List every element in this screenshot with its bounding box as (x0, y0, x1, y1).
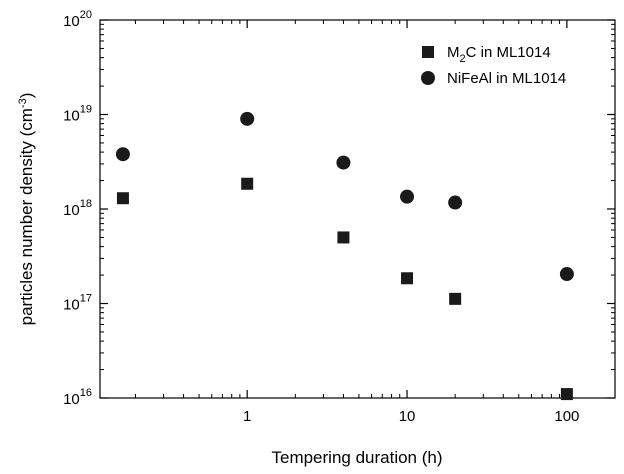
y-axis-title-sup: -3 (17, 98, 29, 108)
circle-marker (240, 111, 255, 126)
square-marker (337, 231, 350, 244)
legend-square-marker (422, 46, 434, 58)
square-marker (116, 192, 129, 205)
y-tick-label-base: 10 (63, 13, 80, 30)
y-tick-label-exponent: 18 (80, 198, 92, 210)
circle-marker (448, 195, 463, 210)
circle-marker (336, 155, 351, 170)
circle-marker (559, 267, 574, 282)
square-marker (401, 272, 414, 285)
square-marker (560, 388, 573, 401)
x-tick-label: 100 (554, 408, 579, 425)
circle-marker (400, 189, 415, 204)
legend-label-text: M (447, 44, 460, 61)
legend-label-text: NiFeAl in ML1014 (447, 70, 566, 87)
x-minor-ticks (134, 20, 616, 398)
y-tick-label: 1020 (63, 9, 92, 30)
legend-label: NiFeAl in ML1014 (447, 70, 566, 87)
x-tick-label: 1 (243, 408, 251, 425)
x-tick-label: 10 (399, 408, 416, 425)
square-marker (449, 292, 462, 305)
y-tick-label: 1016 (63, 387, 92, 408)
y-tick-label-base: 10 (63, 108, 80, 125)
legend-label-text: C in ML1014 (466, 44, 551, 61)
y-tick-label-base: 10 (63, 297, 80, 314)
series-nifeal (115, 111, 574, 282)
y-tick-label: 1018 (63, 198, 92, 219)
y-tick-label-exponent: 16 (80, 387, 92, 399)
y-axis-title-main: particles number density (cm (17, 108, 36, 325)
legend-label: M2C in ML1014 (447, 44, 551, 65)
legend-item: M2C in ML1014 (422, 44, 551, 65)
series-layer (115, 111, 574, 401)
y-axis-title-end: ) (17, 93, 36, 99)
y-tick-label-exponent: 19 (80, 104, 92, 116)
x-axis-title: Tempering duration (h) (271, 448, 442, 467)
legend: M2C in ML1014 NiFeAl in ML1014 (421, 44, 566, 87)
square-marker (241, 177, 254, 190)
y-major-ticks (100, 19, 615, 399)
y-tick-label: 1017 (63, 293, 92, 314)
y-tick-label-base: 10 (63, 202, 80, 219)
y-tick-label-base: 10 (63, 391, 80, 408)
y-tick-label-exponent: 17 (80, 293, 92, 305)
y-minor-ticks (100, 23, 615, 371)
series-m2c (116, 177, 573, 401)
legend-circle-marker (421, 71, 435, 85)
x-tick-labels: 1 10 100 (243, 408, 579, 425)
y-tick-label-exponent: 20 (80, 9, 92, 21)
circle-marker (115, 147, 130, 162)
y-tick-label: 1019 (63, 104, 92, 125)
legend-label-subscript: 2 (460, 53, 466, 65)
legend-item: NiFeAl in ML1014 (421, 70, 566, 87)
y-axis-title: particles number density (cm-3) (17, 93, 36, 326)
